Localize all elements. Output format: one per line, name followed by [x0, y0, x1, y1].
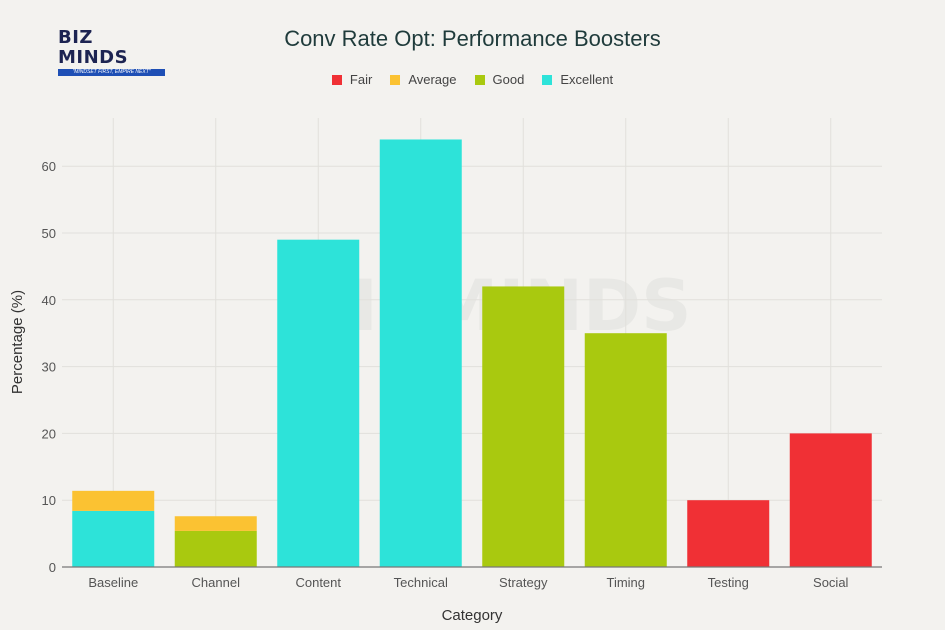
bar-social-fair[interactable]	[789, 433, 872, 567]
legend-label: Good	[492, 72, 525, 87]
y-tick-label: 40	[42, 293, 56, 308]
bar-content-excellent[interactable]	[277, 239, 360, 567]
legend-swatch	[474, 74, 485, 85]
y-tick-label: 10	[42, 493, 56, 508]
legend-swatch	[542, 74, 553, 85]
x-tick-label: Timing	[606, 575, 645, 590]
bar-strategy-good[interactable]	[482, 286, 565, 567]
x-axis-label: Category	[442, 607, 503, 624]
legend-swatch	[331, 74, 342, 85]
bar-baseline-average[interactable]	[72, 490, 155, 511]
x-tick-label: Technical	[394, 575, 448, 590]
x-tick-label: Testing	[708, 575, 749, 590]
logo-tagline: "MINDSET FIRST, EMPIRE NEXT"	[58, 69, 165, 76]
legend-label: Average	[408, 72, 457, 87]
chart-legend: Fair Average Good Excellent	[0, 72, 945, 87]
bar-channel-average[interactable]	[174, 516, 257, 531]
legend-item-good[interactable]: Good	[474, 72, 525, 87]
bar-testing-fair[interactable]	[687, 500, 770, 567]
legend-swatch	[390, 74, 401, 85]
bar-baseline-excellent[interactable]	[72, 510, 155, 567]
brand-logo: BIZ MINDS "MINDSET FIRST, EMPIRE NEXT"	[58, 28, 168, 76]
x-tick-label: Content	[295, 575, 341, 590]
legend-item-excellent[interactable]: Excellent	[542, 72, 613, 87]
x-tick-label: Baseline	[88, 575, 138, 590]
bar-timing-good[interactable]	[584, 333, 667, 567]
y-tick-label: 30	[42, 360, 56, 375]
legend-item-fair[interactable]: Fair	[331, 72, 373, 87]
legend-label: Fair	[349, 72, 373, 87]
y-tick-label: 50	[42, 226, 56, 241]
logo-name: BIZ MINDS	[58, 27, 129, 68]
legend-item-average[interactable]: Average	[390, 72, 457, 87]
y-axis-label: Percentage (%)	[9, 290, 26, 394]
bar-technical-excellent[interactable]	[379, 139, 462, 568]
bar-channel-good[interactable]	[174, 530, 257, 567]
y-tick-label: 60	[42, 159, 56, 174]
x-tick-label: Social	[813, 575, 849, 590]
y-tick-label: 20	[42, 426, 56, 441]
x-tick-label: Channel	[192, 575, 241, 590]
legend-label: Excellent	[560, 72, 614, 87]
x-tick-label: Strategy	[499, 575, 548, 590]
chart-title: Conv Rate Opt: Performance Boosters	[284, 26, 661, 51]
y-tick-label: 0	[49, 560, 56, 575]
